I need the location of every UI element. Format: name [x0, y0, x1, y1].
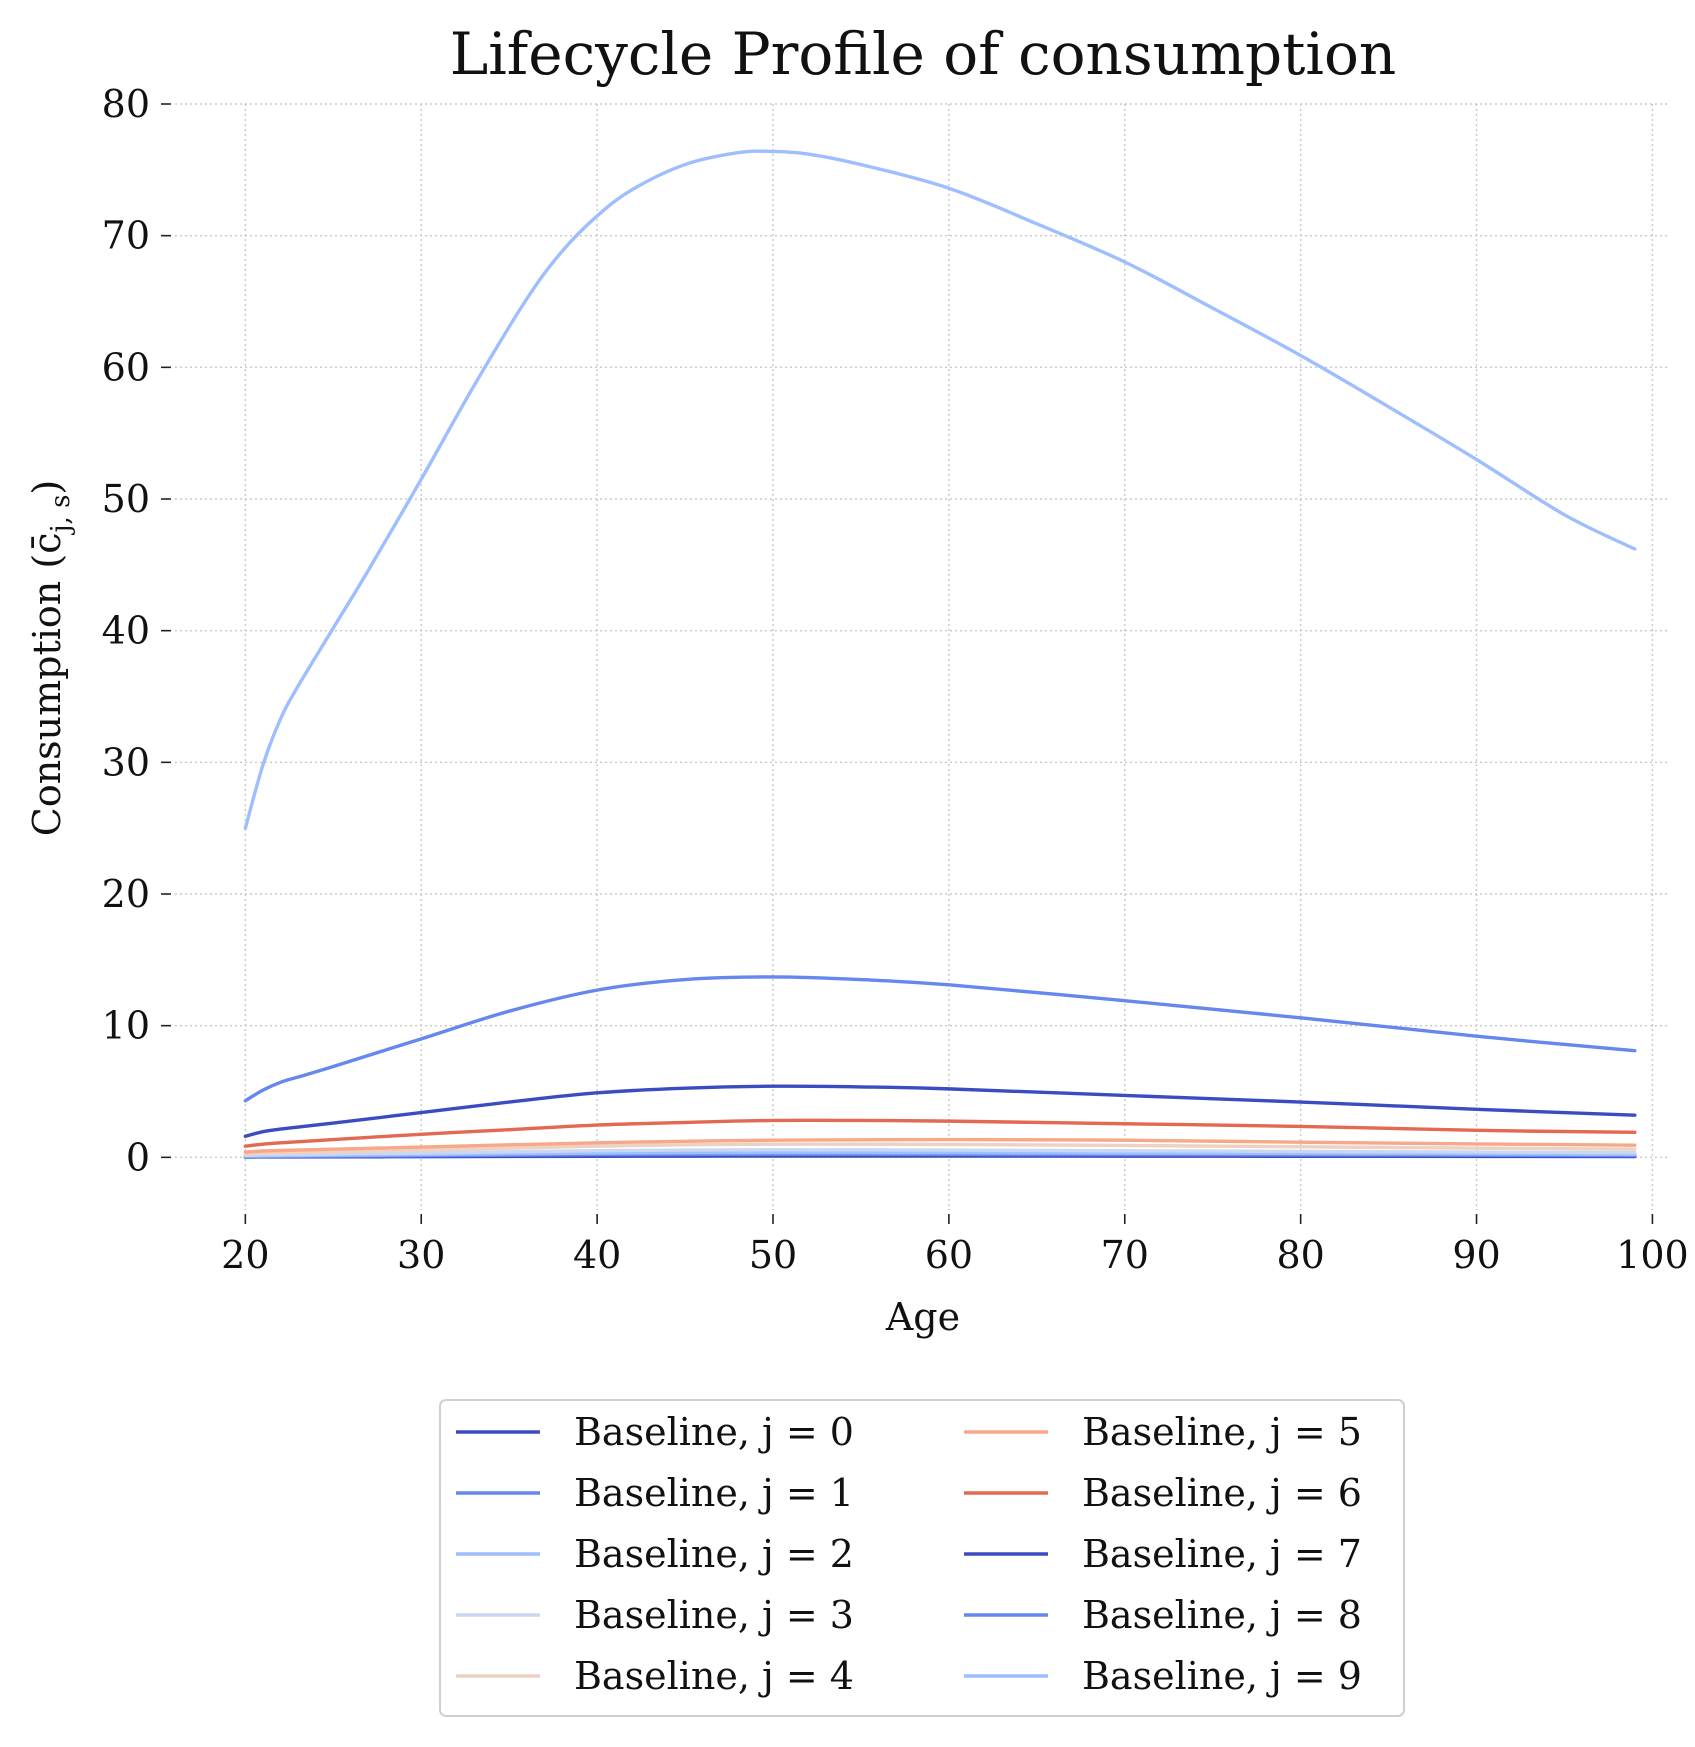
y-tick-label: 40 [102, 609, 150, 653]
legend-item: Baseline, j = 6 [964, 1471, 1362, 1515]
legend-item: Baseline, j = 0 [456, 1410, 854, 1454]
legend-label: Baseline, j = 7 [1082, 1532, 1362, 1576]
series-line-j3 [243, 1148, 1637, 1158]
x-tick-label: 40 [573, 1233, 621, 1277]
y-tick-label: 50 [102, 477, 150, 521]
legend-label: Baseline, j = 5 [1082, 1410, 1362, 1454]
x-axis: 20 30 40 50 60 70 80 90 100 [221, 1214, 1689, 1277]
y-tick-label: 60 [102, 345, 150, 389]
legend-item: Baseline, j = 9 [964, 1654, 1362, 1698]
y-tick-label: 80 [102, 82, 150, 126]
y-axis: 0 10 20 30 40 50 60 70 80 [102, 82, 171, 1179]
x-tick-label: 60 [925, 1233, 973, 1277]
y-tick-label: 30 [102, 740, 150, 784]
legend-label: Baseline, j = 9 [1082, 1654, 1362, 1698]
series-line-j7 [243, 1084, 1637, 1138]
x-tick-label: 70 [1101, 1233, 1149, 1277]
legend-item: Baseline, j = 4 [456, 1654, 854, 1698]
x-tick-label: 20 [221, 1233, 269, 1277]
grid [175, 103, 1670, 1210]
legend-item: Baseline, j = 2 [456, 1532, 854, 1576]
y-axis-label-group: Consumption (c̄j, s) [25, 480, 76, 837]
x-tick-label: 30 [397, 1233, 445, 1277]
series-line-j5 [243, 1137, 1637, 1154]
x-tick-label: 90 [1452, 1233, 1500, 1277]
chart-title: Lifecycle Profile of consumption [450, 20, 1397, 88]
legend-label: Baseline, j = 6 [1082, 1471, 1362, 1515]
x-tick-label: 80 [1276, 1233, 1324, 1277]
series-line-j4 [243, 1142, 1637, 1156]
y-axis-label-main: Consumption (c̄ [25, 533, 69, 837]
legend-label: Baseline, j = 1 [574, 1471, 854, 1515]
y-axis-label: Consumption (c̄j, s) [25, 480, 76, 837]
legend-item: Baseline, j = 3 [456, 1593, 854, 1637]
legend-label: Baseline, j = 3 [574, 1593, 854, 1637]
x-tick-label: 100 [1616, 1233, 1689, 1277]
y-axis-label-close: ) [25, 480, 69, 495]
y-tick-label: 0 [126, 1135, 150, 1179]
x-axis-label: Age [885, 1295, 960, 1339]
y-tick-label: 70 [102, 214, 150, 258]
series-line-j8 [243, 975, 1637, 1103]
legend-label: Baseline, j = 4 [574, 1654, 854, 1698]
legend-label: Baseline, j = 0 [574, 1410, 854, 1454]
legend-item: Baseline, j = 7 [964, 1532, 1362, 1576]
legend-label: Baseline, j = 2 [574, 1532, 854, 1576]
series-line-j6 [243, 1118, 1637, 1148]
legend-label: Baseline, j = 8 [1082, 1593, 1362, 1637]
legend: Baseline, j = 0 Baseline, j = 1 Baseline, … [439, 1399, 1405, 1717]
series-line-j9 [243, 149, 1637, 830]
legend-item: Baseline, j = 8 [964, 1593, 1362, 1637]
y-tick-label: 10 [102, 1004, 150, 1048]
legend-box [439, 1399, 1405, 1717]
y-tick-label: 20 [102, 872, 150, 916]
legend-item: Baseline, j = 1 [456, 1471, 854, 1515]
x-tick-label: 50 [749, 1233, 797, 1277]
plot-area [243, 149, 1637, 1159]
legend-item: Baseline, j = 5 [964, 1410, 1362, 1454]
y-axis-label-subscript: j, s [46, 495, 76, 536]
